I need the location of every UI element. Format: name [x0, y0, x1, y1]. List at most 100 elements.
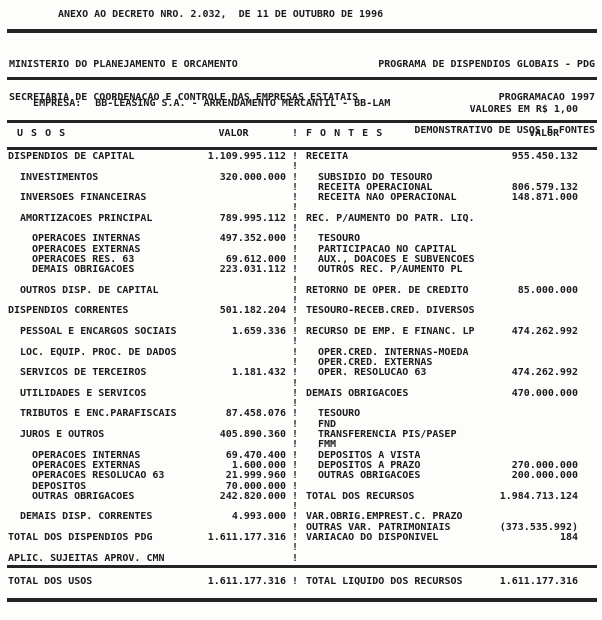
usos-value: 1.181.432: [231, 367, 286, 379]
table-line: OPERACOES INTERNAS 497.352.000! TESOURO: [0, 233, 602, 245]
usos-value: 405.890.360: [219, 429, 286, 441]
table-blank-line: !: [0, 223, 602, 235]
usos-label: INVERSOES FINANCEIRAS: [20, 192, 147, 204]
table-line: OUTROS DISP. DE CAPITAL! RETORNO DE OPER.…: [0, 284, 602, 296]
fontes-value: 200.000.000: [511, 470, 578, 482]
fontes-label: RECEITA OPERACIONAL: [318, 181, 433, 193]
table-line: DEMAIS OBRIGACOES 223.031.112! OUTROS REC.…: [0, 264, 602, 276]
table-line: DISPENDIOS DE CAPITAL 1.109.995.112! RECEI…: [0, 151, 602, 162]
table-line: OUTRAS OBRIGACOES 242.820.000! TOTAL DOS R…: [0, 490, 602, 502]
fontes-label: RECEITA: [306, 151, 349, 162]
program-title: PROGRAMA DE DISPENDIOS GLOBAIS - PDG: [378, 59, 595, 70]
column-divider-mark: !: [291, 161, 299, 173]
table-line: PESSOAL E ENCARGOS SOCIAIS 1.659.336! RECU…: [0, 326, 602, 338]
decree-title: ANEXO AO DECRETO NRO. 2.032, DE 11 DE OU…: [58, 9, 384, 20]
fontes-value: 1.984.713.124: [499, 490, 578, 502]
usos-value: 1.109.995.112: [207, 151, 286, 162]
fontes-value: (373.535.992): [499, 521, 578, 533]
table-line: DEPOSITOS 70.000.000!: [0, 481, 602, 492]
usos-value: 789.995.112: [219, 212, 286, 224]
table-line: DISPENDIOS CORRENTES 501.182.204! TESOURO-…: [0, 306, 602, 317]
column-divider-mark: !: [291, 511, 299, 523]
table-line: JUROS E OUTROS 405.890.360! TRANSFERENCIA …: [0, 429, 602, 441]
table-line: ! FMM: [0, 439, 602, 451]
table-line: OPERACOES RES. 63 69.612.000! AUX., DOACOE…: [0, 253, 602, 265]
fontes-column-header: F O N T E S: [306, 128, 384, 139]
usos-label: OPERACOES EXTERNAS: [32, 459, 141, 471]
usos-value: 1.600.000: [231, 459, 286, 471]
column-divider-mark: !: [291, 459, 299, 471]
column-divider-mark: !: [291, 151, 299, 162]
table-header-row: U S O S VALOR ! F O N T E S VALOR: [0, 126, 602, 142]
table-blank-line: !: [0, 398, 602, 409]
column-divider-mark: !: [291, 233, 299, 245]
column-divider-mark: !: [291, 181, 299, 193]
organization-block: MINISTERIO DO PLANEJAMENTO E ORCAMENTO S…: [9, 37, 358, 125]
usos-label: LOC. EQUIP. PROC. DE DADOS: [20, 346, 177, 358]
fontes-label: VAR.OBRIG.EMPREST.C. PRAZO: [306, 511, 463, 523]
column-divider-mark: !: [291, 243, 299, 255]
table-blank-line: !: [0, 295, 602, 307]
column-divider-mark: !: [291, 449, 299, 461]
fontes-value: 470.000.000: [511, 387, 578, 399]
total-fontes-label: TOTAL LIQUIDO DOS RECURSOS: [306, 576, 463, 587]
total-usos-label: TOTAL DOS USOS: [8, 576, 93, 587]
column-divider-mark: !: [291, 576, 299, 587]
column-divider-mark: !: [291, 202, 299, 214]
fontes-label: OUTRAS OBRIGACOES: [318, 470, 421, 482]
fontes-label: DEMAIS OBRIGACOES: [306, 387, 409, 399]
usos-label: DISPENDIOS DE CAPITAL: [8, 151, 135, 162]
table-line: TRIBUTOS E ENC.PARAFISCAIS 87.458.076! TES…: [0, 409, 602, 420]
table-line: ! FND: [0, 418, 602, 430]
table-blank-line: !: [0, 315, 602, 327]
usos-value: 1.611.177.316: [207, 531, 286, 543]
column-divider-mark: !: [291, 171, 299, 183]
usos-column-header: U S O S: [17, 128, 67, 139]
table-line: SERVICOS DE TERCEIROS 1.181.432! OPER. RES…: [0, 367, 602, 379]
usos-label: OUTROS DISP. DE CAPITAL: [20, 284, 159, 296]
usos-label: SERVICOS DE TERCEIROS: [20, 367, 147, 379]
usos-label: TOTAL DOS DISPENDIOS PDG: [8, 531, 153, 543]
table-line: OPERACOES RESOLUCAO 63 21.999.960! OUTRAS …: [0, 470, 602, 482]
usos-label: OPERACOES RES. 63: [32, 253, 135, 265]
fontes-label: DEPOSITOS A PRAZO: [318, 459, 421, 471]
usos-value: 69.612.000: [225, 253, 286, 265]
column-divider-mark: !: [291, 336, 299, 348]
table-blank-line: !: [0, 161, 602, 173]
table-line: INVESTIMENTOS 320.000.000! SUBSIDIO DO TES…: [0, 171, 602, 183]
usos-value: 21.999.960: [225, 470, 286, 482]
table-blank-line: !: [0, 202, 602, 214]
fontes-label: FND: [318, 418, 337, 430]
column-divider-mark: !: [291, 326, 299, 338]
table-line: DEMAIS DISP. CORRENTES 4.993.000! VAR.OBRI…: [0, 511, 602, 523]
fontes-label: OPER.CRED. EXTERNAS: [318, 356, 433, 368]
usos-label: AMORTIZACOES PRINCIPAL: [20, 212, 153, 224]
usos-label: OPERACOES EXTERNAS: [32, 243, 141, 255]
usos-label: DEMAIS DISP. CORRENTES: [20, 511, 153, 523]
table-line: OPERACOES EXTERNAS! PARTICIPACAO NO CAPIT…: [0, 243, 602, 255]
program-year: PROGRAMACAO 1997: [498, 92, 595, 103]
table-line: UTILIDADES E SERVICOS! DEMAIS OBRIGACOES 4…: [0, 387, 602, 399]
column-divider-mark: !: [291, 223, 299, 235]
column-divider-mark: !: [291, 490, 299, 502]
column-divider-mark: !: [291, 315, 299, 327]
table-line: AMORTIZACOES PRINCIPAL 789.995.112! REC. P…: [0, 212, 602, 224]
usos-label: OPERACOES INTERNAS: [32, 233, 141, 245]
fontes-label: RECURSO DE EMP. E FINANC. LP: [306, 326, 475, 338]
table-line: ! OPER.CRED. EXTERNAS: [0, 356, 602, 368]
table-header: U S O S VALOR ! F O N T E S VALOR: [0, 126, 602, 142]
table-line: INVERSOES FINANCEIRAS! RECEITA NAO OPERAC…: [0, 192, 602, 204]
usos-label: OPERACOES RESOLUCAO 63: [32, 470, 165, 482]
column-divider-mark: !: [291, 470, 299, 482]
fontes-label: OUTRAS VAR. PATRIMONIAIS: [306, 521, 451, 533]
column-divider-mark: !: [291, 295, 299, 307]
table-line: OPERACOES INTERNAS 69.470.400! DEPOSITOS A…: [0, 449, 602, 461]
fontes-value: 85.000.000: [517, 284, 578, 296]
usos-value: 4.993.000: [231, 511, 286, 523]
fontes-label: OUTROS REC. P/AUMENTO PL: [318, 264, 463, 276]
column-divider-mark: !: [291, 284, 299, 296]
fontes-value: 474.262.992: [511, 367, 578, 379]
usos-value: 242.820.000: [219, 490, 286, 502]
fontes-label: FMM: [318, 439, 337, 451]
